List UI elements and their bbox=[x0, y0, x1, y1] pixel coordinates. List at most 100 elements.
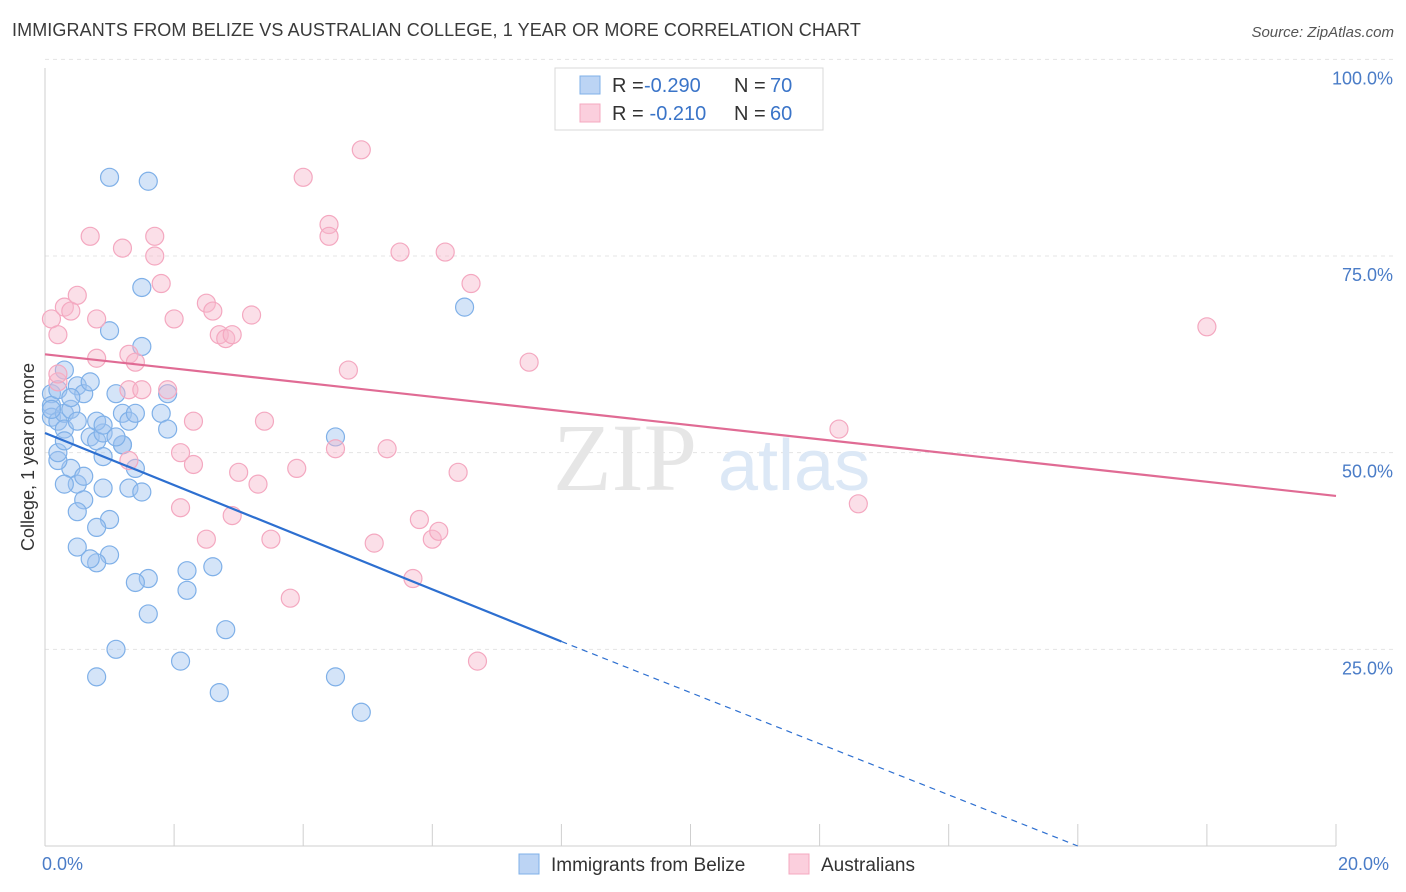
belize-point-35 bbox=[119, 411, 139, 431]
belize-point-49 bbox=[170, 651, 191, 671]
australians-point-44 bbox=[390, 242, 410, 262]
belize-point-64 bbox=[61, 388, 81, 408]
belize-point-26 bbox=[87, 517, 107, 538]
australians-point-14 bbox=[145, 226, 165, 246]
australians-point-43 bbox=[377, 439, 397, 459]
australians-point-54 bbox=[848, 494, 868, 514]
belize-point-40 bbox=[125, 572, 145, 593]
legend-r-label-belize: R = bbox=[612, 75, 644, 97]
belize-point-10 bbox=[48, 450, 68, 471]
belize-point-50 bbox=[106, 639, 126, 659]
australians-point-30 bbox=[241, 305, 262, 325]
legend-swatch-australians bbox=[579, 103, 601, 123]
belize-point-66 bbox=[67, 502, 87, 522]
belize-point-57 bbox=[99, 321, 120, 341]
australians-point-51 bbox=[467, 651, 488, 671]
australians-point-20 bbox=[170, 498, 191, 518]
legend-n-label-belize: N = bbox=[734, 75, 766, 97]
australians-point-40 bbox=[338, 360, 358, 380]
belize-point-15 bbox=[67, 411, 87, 431]
belize-point-60 bbox=[138, 171, 158, 191]
australians-point-50 bbox=[461, 273, 481, 294]
australians-point-21 bbox=[183, 454, 204, 475]
australians-point-22 bbox=[196, 529, 216, 549]
y-tick-label-50: 50.0% bbox=[1342, 462, 1393, 482]
belize-point-67 bbox=[54, 474, 74, 494]
australians-point-42 bbox=[364, 533, 384, 553]
australians-point-56 bbox=[48, 364, 68, 384]
belize-point-56 bbox=[454, 297, 475, 317]
australians-point-29 bbox=[229, 462, 249, 482]
australians-point-39 bbox=[325, 439, 346, 459]
y-tick-labels: 25.0% 50.0% 75.0% 100.0% bbox=[1332, 68, 1393, 678]
x-tick-label-min: 0.0% bbox=[42, 854, 83, 874]
belize-point-4 bbox=[48, 411, 68, 431]
belize-point-44 bbox=[158, 419, 178, 439]
australians-point-36 bbox=[293, 167, 313, 187]
belize-point-52 bbox=[209, 682, 229, 703]
australians-point-41 bbox=[351, 140, 371, 160]
legend-r-label-australians: R = bbox=[612, 103, 644, 125]
belize-point-54 bbox=[325, 667, 346, 687]
australians-point-13 bbox=[132, 380, 152, 400]
belize-trend-extrapolation bbox=[561, 640, 1079, 847]
belize-point-46 bbox=[177, 580, 197, 600]
y-tick-label-100: 100.0% bbox=[1332, 68, 1393, 88]
australians-point-52 bbox=[519, 352, 539, 372]
australians-trend-line bbox=[44, 353, 1337, 498]
bottom-legend-label-australians: Australians bbox=[821, 855, 915, 876]
belize-point-41 bbox=[138, 604, 158, 624]
australians-point-15 bbox=[145, 246, 165, 266]
australians-point-27 bbox=[222, 325, 242, 345]
chart-title: IMMIGRANTS FROM BELIZE VS AUSTRALIAN COL… bbox=[12, 20, 861, 40]
x-tick-label-max: 20.0% bbox=[1338, 854, 1389, 874]
belize-point-69 bbox=[125, 403, 145, 423]
belize-point-63 bbox=[41, 399, 62, 419]
belize-point-14 bbox=[74, 466, 94, 486]
australians-point-2 bbox=[48, 372, 68, 392]
grid-lines bbox=[45, 58, 1394, 650]
australians-point-7 bbox=[80, 226, 100, 246]
belize-point-28 bbox=[80, 549, 100, 569]
belize-trend-line bbox=[44, 431, 562, 643]
legend-r-value-belize: -0.290 bbox=[644, 75, 701, 97]
bottom-legend-swatch-australians bbox=[788, 853, 810, 875]
legend-n-value-belize: 70 bbox=[770, 75, 792, 97]
watermark-atlas: atlas bbox=[718, 426, 870, 506]
y-tick-label-75: 75.0% bbox=[1342, 265, 1393, 285]
australians-point-17 bbox=[158, 380, 178, 400]
source-label: Source: ZipAtlas.com bbox=[1251, 24, 1394, 41]
australians-point-46 bbox=[422, 529, 442, 549]
belize-point-51 bbox=[87, 667, 107, 687]
australians-point-9 bbox=[112, 238, 133, 258]
watermark: ZIP atlas bbox=[553, 404, 870, 511]
australians-point-32 bbox=[254, 411, 275, 431]
australians-point-35 bbox=[287, 458, 307, 478]
australians-point-24 bbox=[203, 301, 223, 321]
belize-point-18 bbox=[80, 372, 100, 392]
belize-point-29 bbox=[67, 537, 87, 557]
legend-box: R = -0.290 N = 70 R = -0.210 N = 60 bbox=[554, 67, 824, 131]
legend-n-label-australians: N = bbox=[734, 103, 766, 125]
australians-point-55 bbox=[1197, 317, 1217, 337]
australians-point-58 bbox=[183, 411, 204, 431]
australians-point-38 bbox=[319, 226, 339, 246]
australians-point-5 bbox=[67, 285, 87, 305]
x-tick-labels: 0.0% 20.0% bbox=[42, 854, 1389, 874]
legend-r-value-australians: -0.210 bbox=[644, 103, 706, 125]
belize-point-31 bbox=[93, 415, 113, 435]
legend-n-value-australians: 60 bbox=[770, 103, 792, 125]
belize-point-38 bbox=[132, 482, 152, 502]
australians-point-31 bbox=[248, 474, 268, 494]
australians-point-23 bbox=[196, 293, 216, 313]
australians-point-1 bbox=[48, 325, 68, 345]
belize-point-13 bbox=[74, 490, 94, 510]
belize-point-47 bbox=[203, 557, 223, 577]
australians-point-47 bbox=[429, 521, 449, 541]
belize-point-48 bbox=[216, 620, 236, 640]
australians-point-18 bbox=[164, 309, 184, 329]
belize-point-11 bbox=[48, 443, 68, 463]
australians-point-6 bbox=[87, 309, 107, 329]
series-australians-points bbox=[41, 140, 1217, 671]
